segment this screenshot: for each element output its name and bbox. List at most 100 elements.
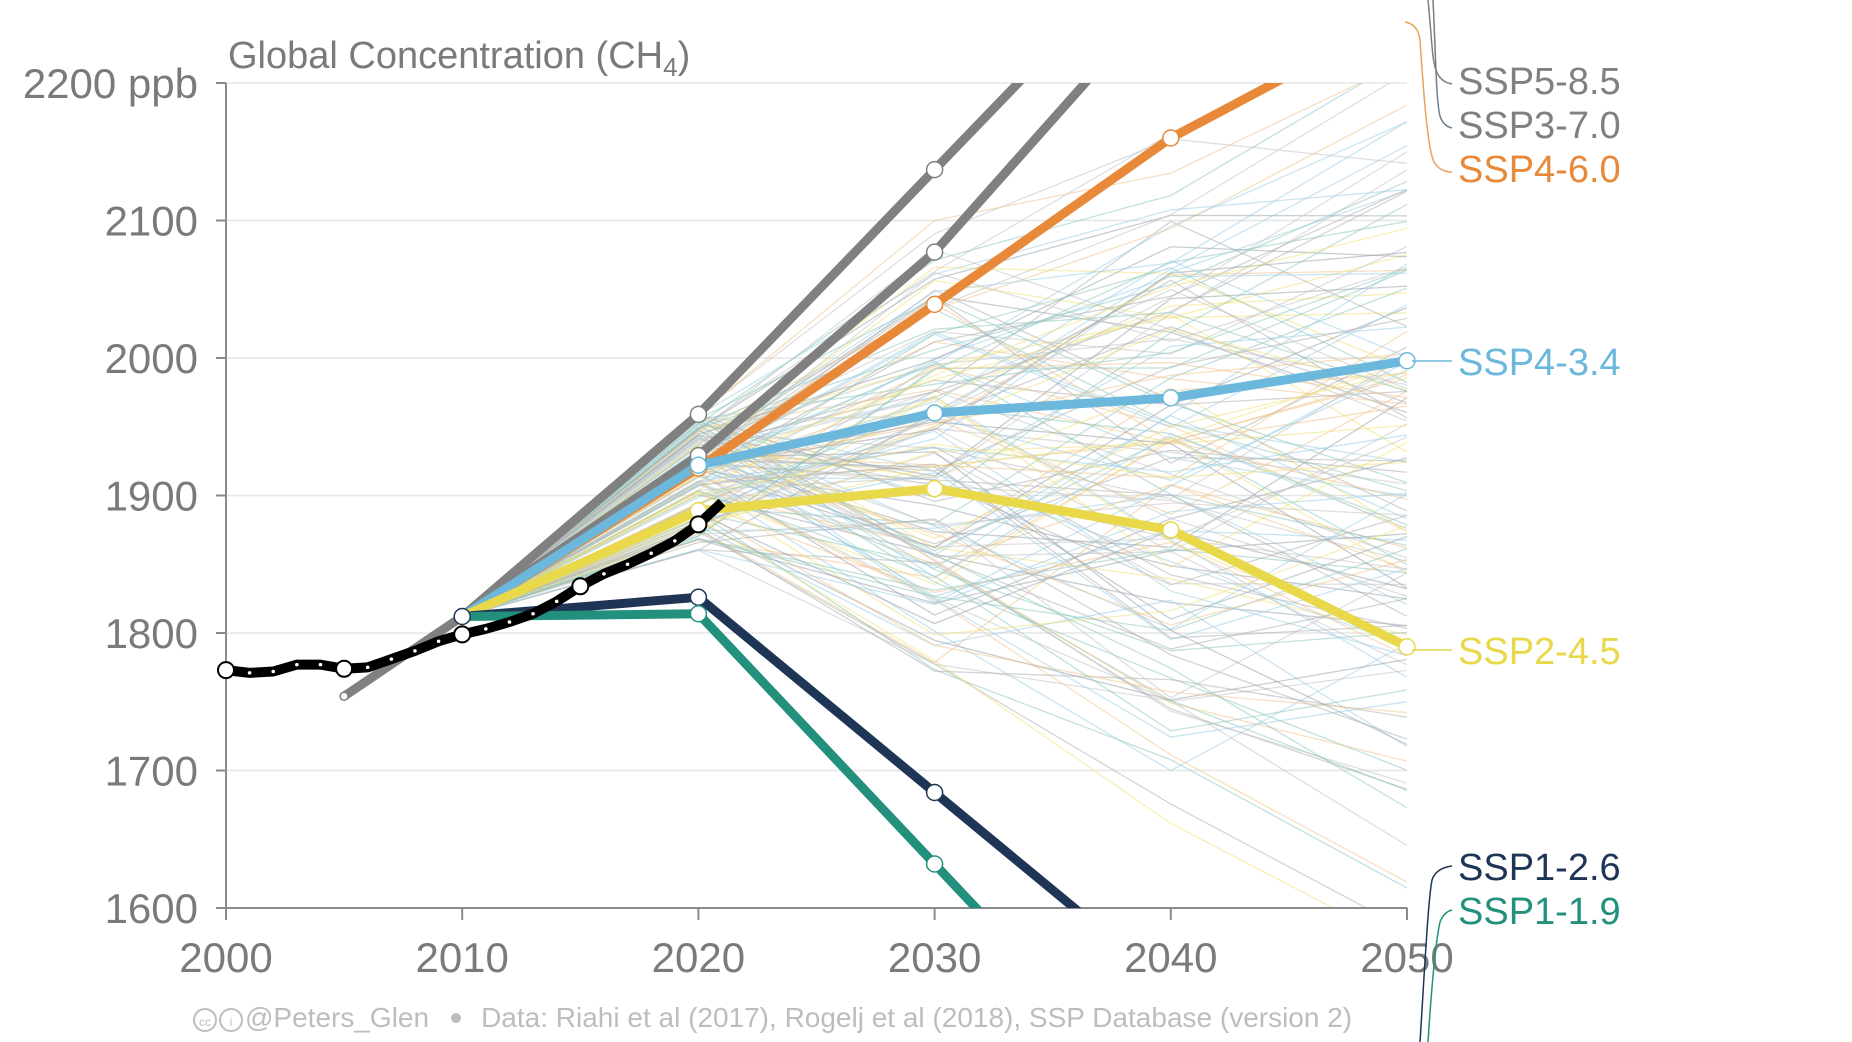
separator-dot xyxy=(451,1012,462,1023)
y-tick-label: 1900 xyxy=(105,473,198,520)
ensemble-line xyxy=(461,267,1407,618)
ensemble-line xyxy=(461,361,1407,618)
legend-label-ssp5-85: SSP5-8.5 xyxy=(1458,61,1621,103)
historical-marker xyxy=(217,661,235,680)
legend-label-ssp2-45: SSP2-4.5 xyxy=(1458,631,1621,673)
legend-connector xyxy=(1427,0,1453,85)
data-point-marker xyxy=(1398,638,1416,656)
ensemble-line xyxy=(461,338,1407,618)
y-tick-label: 1800 xyxy=(105,610,198,657)
historical-dot xyxy=(389,657,394,661)
historical-marker xyxy=(335,659,354,678)
data-point-marker xyxy=(1162,521,1180,539)
x-tick-label: 2000 xyxy=(179,934,272,981)
data-point-marker xyxy=(925,783,944,802)
x-tick-label: 2040 xyxy=(1124,934,1217,981)
data-point-marker xyxy=(689,588,708,606)
data-point-marker xyxy=(925,243,944,261)
data-point-marker xyxy=(925,295,944,314)
axes: 1600 1700 1800 1900 2000 2100 2200 ppb 2000 2010… xyxy=(23,60,1454,981)
data-point-marker xyxy=(925,404,944,422)
data-point-marker xyxy=(925,479,944,498)
legend-label-ssp4-34: SSP4-3.4 xyxy=(1458,342,1621,384)
ensemble-line xyxy=(461,521,1407,701)
x-tick-label: 2020 xyxy=(652,934,745,981)
ensemble-line xyxy=(461,528,1407,718)
ensemble-line xyxy=(461,285,1407,618)
historical-dot xyxy=(365,665,370,670)
legend-label-ssp1-26: SSP1-2.6 xyxy=(1458,847,1621,889)
series-line-ssp1-19 xyxy=(457,609,983,908)
historical-dot xyxy=(602,572,606,576)
author-handle: @Peters_Glen xyxy=(245,1002,430,1033)
data-point-marker xyxy=(1162,389,1180,407)
historical-marker xyxy=(571,577,590,596)
historical-dot xyxy=(295,662,299,667)
legend-connector xyxy=(1427,909,1453,1042)
ensemble-line xyxy=(461,494,1407,618)
data-point-marker xyxy=(1162,129,1180,147)
ensemble-line xyxy=(461,180,1407,618)
historical-dot xyxy=(271,669,276,674)
x-tick-label: 2050 xyxy=(1360,934,1453,981)
ensemble-line xyxy=(461,272,1407,618)
historical-marker xyxy=(453,625,472,644)
data-point-marker xyxy=(925,855,944,873)
historical-dot xyxy=(649,551,653,556)
y-tick-label: 2200 ppb xyxy=(23,60,198,107)
historical-dot xyxy=(672,539,677,543)
x-tick-label: 2030 xyxy=(888,934,981,981)
legend-label-ssp4-60: SSP4-6.0 xyxy=(1458,149,1621,191)
ensemble-line xyxy=(461,435,1407,771)
ensemble-line xyxy=(461,427,1407,666)
historical-dot xyxy=(318,662,323,667)
historical-marker xyxy=(689,515,708,534)
footer-credit: cc i @Peters_Glen Data: Riahi et al (2017),… xyxy=(193,1002,1352,1034)
ensemble-line xyxy=(461,227,1407,618)
ensemble-line xyxy=(461,437,1407,618)
ensemble-line xyxy=(461,370,1407,618)
attribution-icon: i xyxy=(219,1008,243,1032)
legend-connector xyxy=(1404,21,1453,173)
historical-dot xyxy=(413,649,417,653)
data-point-marker xyxy=(689,405,708,424)
data-point-marker xyxy=(453,607,471,626)
y-tick-label: 2000 xyxy=(105,335,198,382)
y-tick-label: 2100 xyxy=(105,198,198,245)
historical-dot xyxy=(507,620,512,624)
legend-label-ssp1-19: SSP1-1.9 xyxy=(1458,891,1621,933)
ensemble-line xyxy=(461,355,1407,618)
ensemble-line xyxy=(461,361,1407,618)
chart-title: Global Concentration (CH4) xyxy=(228,35,690,82)
data-point-marker xyxy=(689,605,708,623)
ensemble-line xyxy=(461,437,1407,618)
historical-line xyxy=(225,498,726,678)
ensemble-line xyxy=(461,443,1407,618)
ensemble-line xyxy=(461,519,1407,699)
ensemble-line xyxy=(461,440,1407,738)
data-source: Data: Riahi et al (2017), Rogelj et al (… xyxy=(481,1002,1353,1033)
ensemble-line xyxy=(461,361,1407,618)
ensemble-line xyxy=(461,502,1407,657)
data-point-marker xyxy=(925,160,944,179)
x-tick-label: 2010 xyxy=(415,934,508,981)
data-point-marker xyxy=(339,691,349,701)
historical-dot xyxy=(554,599,559,604)
title-subscript: 4 xyxy=(663,52,677,82)
historical-dot xyxy=(531,611,535,616)
historical-dot xyxy=(625,562,630,567)
historical-dot xyxy=(484,627,488,631)
y-tick-label: 1600 xyxy=(105,885,198,932)
ensemble-line xyxy=(461,189,1407,618)
legend-connector xyxy=(1432,0,1453,129)
historical-dot xyxy=(247,671,252,675)
ensemble-line xyxy=(461,463,1407,639)
ensemble-line xyxy=(461,518,1335,908)
ensemble-line xyxy=(461,395,1407,618)
data-point-marker xyxy=(689,456,708,474)
creative-commons-icon: cc xyxy=(193,1008,217,1032)
y-tick-label: 1700 xyxy=(105,748,198,795)
legend-label-ssp3-70: SSP3-7.0 xyxy=(1458,105,1621,147)
